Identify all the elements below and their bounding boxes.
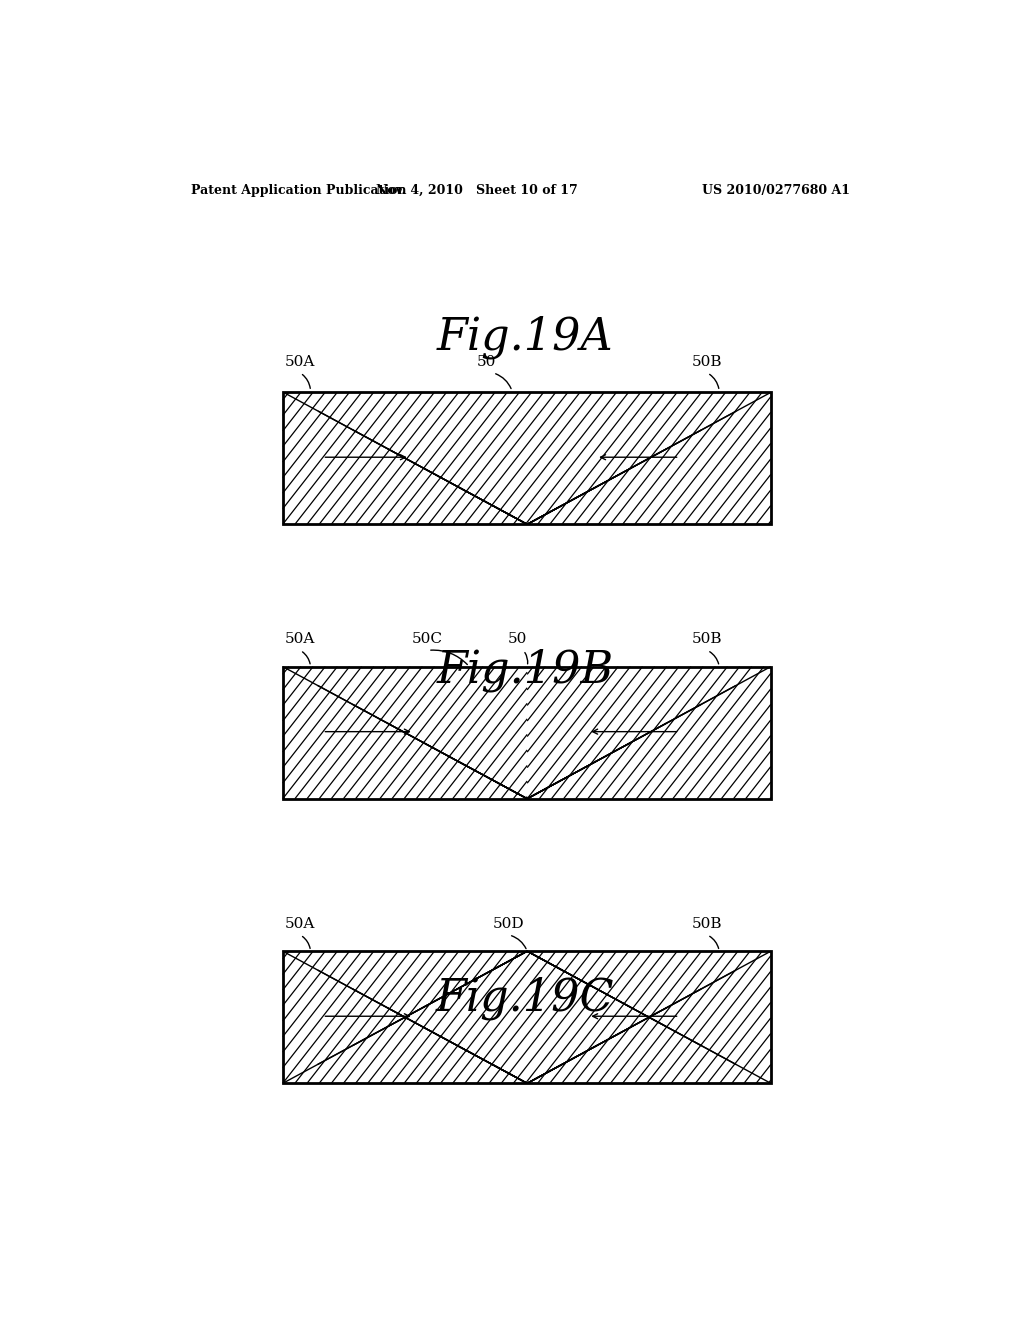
Text: Fig.19C: Fig.19C xyxy=(435,977,614,1020)
Text: Nov. 4, 2010   Sheet 10 of 17: Nov. 4, 2010 Sheet 10 of 17 xyxy=(376,183,579,197)
Bar xyxy=(283,667,771,799)
Bar xyxy=(283,392,771,524)
Text: 50B: 50B xyxy=(691,355,722,368)
Text: 50C: 50C xyxy=(412,632,443,647)
Bar xyxy=(283,952,771,1084)
Text: 50: 50 xyxy=(477,355,497,368)
Bar xyxy=(283,392,771,524)
Text: 50A: 50A xyxy=(285,355,314,368)
Text: 50: 50 xyxy=(507,632,526,647)
Text: Patent Application Publication: Patent Application Publication xyxy=(191,183,407,197)
Text: 50B: 50B xyxy=(691,632,722,647)
Text: Fig.19B: Fig.19B xyxy=(436,648,613,692)
Text: US 2010/0277680 A1: US 2010/0277680 A1 xyxy=(702,183,850,197)
Text: 50A: 50A xyxy=(285,917,314,931)
Text: 50B: 50B xyxy=(691,917,722,931)
Text: 50A: 50A xyxy=(285,632,314,647)
Bar xyxy=(283,667,771,799)
Text: 50D: 50D xyxy=(494,917,524,931)
Bar xyxy=(283,952,771,1084)
Text: Fig.19A: Fig.19A xyxy=(436,315,613,359)
